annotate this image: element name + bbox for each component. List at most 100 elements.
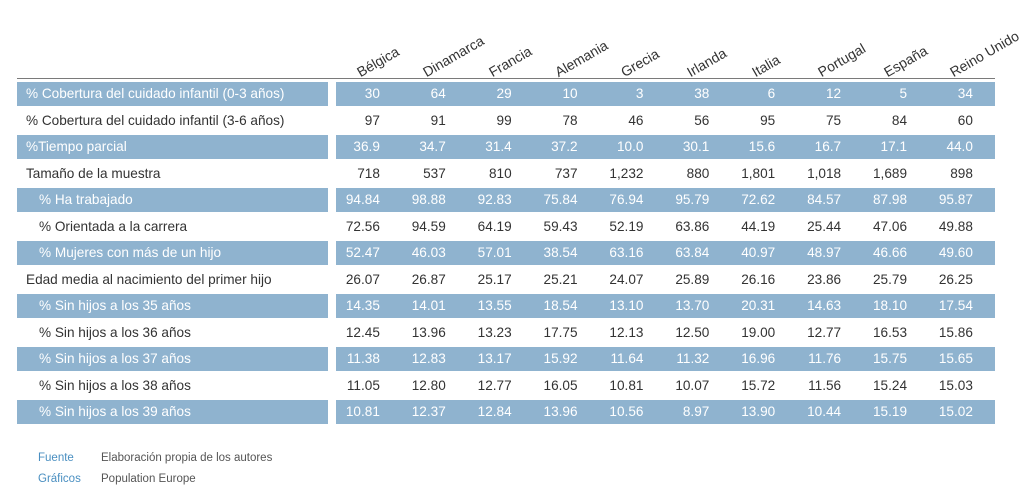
- table-cell: 84: [891, 112, 908, 128]
- table-cell: 11.64: [610, 351, 644, 366]
- row-label: % Sin hijos a los 39 años: [17, 400, 328, 424]
- footer: Fuente Elaboración propia de los autores…: [38, 448, 272, 490]
- table-cell: 57.01: [477, 245, 512, 260]
- table-cell: 880: [686, 165, 710, 181]
- table-cell: 36.9: [353, 139, 380, 154]
- table-cell: 46: [628, 112, 644, 128]
- row-label: % Sin hijos a los 37 años: [17, 347, 328, 371]
- table-cell: 12: [826, 86, 842, 101]
- table-cell: 15.19: [872, 404, 908, 419]
- table-cell: 14.01: [411, 298, 446, 313]
- table-cell: 94.84: [345, 192, 380, 207]
- row-values: 26.07 26.87 25.17 25.21 24.07 25.89 26.16 23.86…: [336, 268, 995, 292]
- row-label: % Sin hijos a los 38 años: [39, 377, 191, 393]
- footer-source: Fuente Elaboración propia de los autores: [38, 448, 272, 469]
- table-cell: 12.50: [675, 324, 710, 340]
- row-label: % Ha trabajado: [17, 188, 328, 212]
- footer-source-key: Fuente: [38, 452, 74, 464]
- column-header: Alemania: [551, 36, 611, 80]
- row-values: 12.45 13.96 13.23 17.75 12.13 12.50 19.00 12.77…: [336, 321, 995, 345]
- row-values: 52.47 46.03 57.01 38.54 63.16 63.84 40.97 48.97…: [336, 241, 995, 265]
- table-row: Tamaño de la muestra 718 537 810 737 1,232 880…: [17, 162, 995, 189]
- table-cell: 8.97: [682, 404, 710, 419]
- table-cell: 25.17: [477, 271, 512, 287]
- table-cell: 44.0: [946, 139, 973, 154]
- table-cell: 10.07: [675, 377, 710, 393]
- table-cell: 72.62: [741, 192, 776, 207]
- row-values: 36.9 34.7 31.4 37.2 10.0 30.1 15.6 16.7 17.1 44.0: [336, 135, 995, 159]
- table-cell: 34: [957, 86, 973, 101]
- table-cell: 44.19: [741, 218, 776, 234]
- table-cell: 19.00: [741, 324, 776, 340]
- table-cell: 16.96: [741, 351, 776, 366]
- table-cell: 15.92: [543, 351, 578, 366]
- table-cell: 59.43: [543, 218, 578, 234]
- table-cell: 6: [767, 86, 776, 101]
- table-cell: 24.07: [609, 271, 644, 287]
- table-cell: 29: [496, 86, 512, 101]
- table-cell: 52.19: [609, 218, 644, 234]
- table-row: % Cobertura del cuidado infantil (0-3 añ…: [17, 82, 995, 109]
- table-cell: 30.1: [682, 139, 710, 154]
- table-cell: 12.77: [807, 324, 842, 340]
- table-cell: 75: [826, 112, 842, 128]
- table-cell: 537: [423, 165, 446, 181]
- row-label: % Orientada a la carrera: [39, 218, 188, 234]
- table-cell: 12.80: [411, 377, 446, 393]
- column-header: Francia: [485, 42, 535, 80]
- table-cell: 49.88: [938, 218, 973, 234]
- table-cell: 37.2: [551, 139, 578, 154]
- table-cell: 15.75: [872, 351, 908, 366]
- row-label: Tamaño de la muestra: [26, 165, 161, 181]
- data-table: % Cobertura del cuidado infantil (0-3 añ…: [17, 82, 995, 427]
- row-label: % Cobertura del cuidado infantil (3-6 añ…: [26, 112, 285, 128]
- table-cell: 30: [364, 86, 380, 101]
- row-label: % Mujeres con más de un hijo: [17, 241, 328, 265]
- table-cell: 20.31: [741, 298, 776, 313]
- column-header: Grecia: [617, 45, 662, 80]
- table-cell: 31.4: [485, 139, 512, 154]
- table-cell: 16.7: [814, 139, 842, 154]
- table-cell: 46.03: [411, 245, 446, 260]
- table-cell: 72.56: [345, 218, 380, 234]
- row-values: 14.35 14.01 13.55 18.54 13.10 13.70 20.31 14.63…: [336, 294, 995, 318]
- table-cell: 15.02: [938, 404, 973, 419]
- row-label: % Sin hijos a los 35 años: [17, 294, 328, 318]
- table-cell: 97: [364, 112, 380, 128]
- table-cell: 10.0: [616, 139, 644, 154]
- column-header: Bélgica: [354, 43, 402, 80]
- row-values: 718 537 810 737 1,232 880 1,801 1,018 1,689 898: [336, 162, 995, 186]
- table-cell: 25.89: [675, 271, 710, 287]
- table-cell: 75.84: [543, 192, 578, 207]
- table-cell: 38.54: [543, 245, 578, 260]
- table-cell: 12.83: [411, 351, 446, 366]
- table-cell: 13.23: [477, 324, 512, 340]
- table-cell: 13.10: [609, 298, 644, 313]
- table-row: % Mujeres con más de un hijo 52.47 46.03 57…: [17, 241, 995, 268]
- row-values: 11.38 12.83 13.17 15.92 11.64 11.32 16.96 11.76…: [336, 347, 995, 371]
- table-cell: 12.45: [345, 324, 380, 340]
- footer-graphics-value: Population Europe: [101, 473, 196, 485]
- table-cell: 56: [694, 112, 710, 128]
- table-cell: 99: [496, 112, 512, 128]
- table-cell: 23.86: [807, 271, 842, 287]
- table-cell: 52.47: [345, 245, 380, 260]
- table-cell: 26.25: [938, 271, 973, 287]
- table-cell: 11.32: [676, 351, 710, 366]
- table-cell: 16.05: [543, 377, 578, 393]
- row-label: % Cobertura del cuidado infantil (0-3 añ…: [17, 82, 328, 106]
- table-cell: 718: [357, 165, 380, 181]
- table-cell: 12.77: [477, 377, 512, 393]
- table-cell: 25.44: [807, 218, 842, 234]
- footer-graphics: Gráficos Population Europe: [38, 469, 272, 490]
- table-cell: 38: [694, 86, 710, 101]
- table-cell: 15.72: [741, 377, 776, 393]
- table-cell: 40.97: [741, 245, 776, 260]
- header-rule: [17, 78, 995, 79]
- table-cell: 17.75: [543, 324, 578, 340]
- table-cell: 13.90: [741, 404, 776, 419]
- column-header: Irlanda: [683, 44, 729, 80]
- table-row: % Sin hijos a los 37 años 11.38 12.83 13.17…: [17, 347, 995, 374]
- table-cell: 13.96: [543, 404, 578, 419]
- table-cell: 26.07: [345, 271, 380, 287]
